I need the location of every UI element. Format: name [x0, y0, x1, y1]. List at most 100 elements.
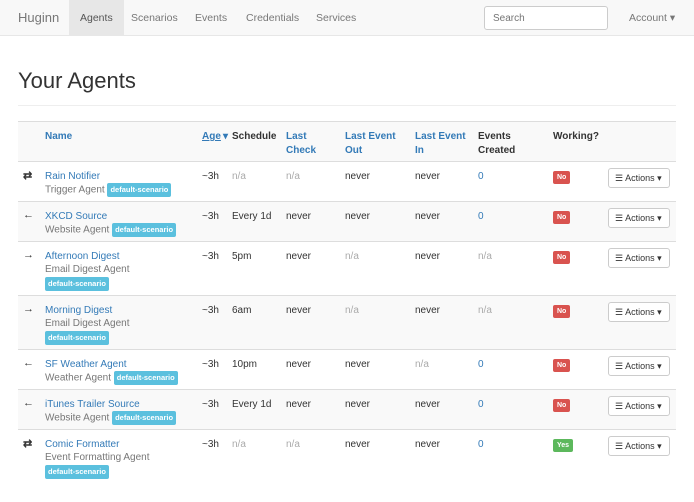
actions-label: Actions ▾ [625, 253, 662, 263]
actions-dropdown-button[interactable]: ☰ Actions ▾ [608, 396, 670, 416]
scenario-tag[interactable]: default-scenario [45, 465, 109, 479]
agent-name-link[interactable]: SF Weather Agent [45, 359, 127, 370]
actions-label: Actions ▾ [625, 213, 662, 223]
nav-services[interactable]: Services [316, 12, 357, 24]
list-icon: ☰ [615, 441, 626, 451]
actions-dropdown-button[interactable]: ☰ Actions ▾ [608, 436, 670, 456]
actions-label: Actions ▾ [625, 441, 662, 451]
arrow-right-icon: → [23, 303, 34, 315]
agent-last-event-out: never [345, 399, 371, 410]
navbar: Huginn Agents Scenarios Events Credentia… [0, 0, 694, 36]
agent-type: Email Digest Agent [45, 317, 130, 331]
agent-events-created[interactable]: 0 [478, 171, 484, 182]
table-row: → Morning Digest Email Digest Agent defa… [18, 295, 676, 349]
scenario-tag[interactable]: default-scenario [113, 371, 178, 385]
agent-type-label: Email Digest Agent [45, 318, 130, 329]
col-events-created: Events Created [478, 131, 516, 156]
agent-type: Website Agent default-scenario [45, 411, 177, 426]
working-badge: No [553, 251, 571, 264]
agent-type: Weather Agent default-scenario [45, 371, 178, 386]
nav-agents[interactable]: Agents [69, 0, 124, 36]
list-icon: ☰ [615, 173, 626, 183]
actions-dropdown-button[interactable]: ☰ Actions ▾ [608, 248, 670, 268]
col-working: Working? [553, 131, 599, 142]
agent-age: ~3h [202, 399, 219, 410]
agent-events-created[interactable]: 0 [478, 359, 484, 370]
col-age[interactable]: Age [202, 131, 221, 142]
working-badge: No [553, 211, 571, 224]
agent-last-check: never [286, 211, 312, 222]
agent-name-link[interactable]: Afternoon Digest [45, 251, 120, 262]
scenario-tag[interactable]: default-scenario [112, 411, 177, 425]
nav-credentials[interactable]: Credentials [246, 12, 300, 24]
exchange-icon: ⇄ [23, 170, 33, 182]
agent-last-event-out: n/a [345, 305, 359, 316]
agent-age: ~3h [202, 439, 219, 450]
agent-events-created[interactable]: 0 [478, 211, 484, 222]
agent-last-event-out: never [345, 359, 371, 370]
brand-logo[interactable]: Huginn [18, 10, 60, 25]
agent-age: ~3h [202, 211, 219, 222]
agent-schedule: Every 1d [232, 211, 272, 222]
arrow-left-icon: ← [23, 209, 34, 221]
agent-last-event-in: never [415, 439, 441, 450]
actions-dropdown-button[interactable]: ☰ Actions ▾ [608, 168, 670, 188]
col-last-check[interactable]: Last Check [286, 131, 317, 156]
search-input[interactable] [484, 6, 608, 30]
agent-last-event-in: never [415, 171, 441, 182]
list-icon: ☰ [615, 253, 626, 263]
agent-last-check: never [286, 399, 312, 410]
list-icon: ☰ [615, 213, 626, 223]
agent-last-check: n/a [286, 439, 300, 450]
agent-name-link[interactable]: Rain Notifier [45, 171, 101, 182]
agent-type: Trigger Agent default-scenario [45, 183, 172, 198]
actions-label: Actions ▾ [625, 401, 662, 411]
actions-dropdown-button[interactable]: ☰ Actions ▾ [608, 356, 670, 376]
col-last-event-out[interactable]: Last Event Out [345, 131, 396, 156]
agent-name-link[interactable]: Morning Digest [45, 305, 113, 316]
agent-schedule: n/a [232, 439, 246, 450]
col-name[interactable]: Name [45, 131, 73, 142]
table-row: ← iTunes Trailer Source Website Agent de… [18, 389, 676, 429]
table-row: ← XKCD Source Website Agent default-scen… [18, 201, 676, 241]
table-row: ⇄ Comic Formatter Event Formatting Agent… [18, 429, 676, 483]
arrow-left-icon: ← [23, 397, 34, 409]
agent-age: ~3h [202, 359, 219, 370]
working-badge: No [553, 171, 571, 184]
agent-name-link[interactable]: iTunes Trailer Source [45, 399, 140, 410]
nav-events[interactable]: Events [195, 12, 228, 24]
agent-last-event-in: never [415, 399, 441, 410]
table-row: ← SF Weather Agent Weather Agent default… [18, 349, 676, 389]
nav-scenarios[interactable]: Scenarios [131, 12, 178, 24]
agent-type-label: Website Agent [45, 224, 110, 236]
working-badge: Yes [553, 439, 574, 452]
agent-last-event-out: n/a [345, 251, 359, 262]
table-row: → Afternoon Digest Email Digest Agent de… [18, 241, 676, 295]
actions-dropdown-button[interactable]: ☰ Actions ▾ [608, 302, 670, 322]
agent-events-created[interactable]: 0 [478, 439, 484, 450]
agent-type-label: Trigger Agent [45, 184, 105, 196]
agent-last-check: never [286, 251, 312, 262]
agent-last-event-out: never [345, 171, 371, 182]
agent-events-created: n/a [478, 251, 492, 262]
exchange-icon: ⇄ [23, 438, 33, 450]
scenario-tag[interactable]: default-scenario [107, 183, 172, 197]
agent-type-label: Weather Agent [45, 372, 111, 384]
scenario-tag[interactable]: default-scenario [45, 277, 109, 291]
account-menu[interactable]: Account ▾ [629, 12, 676, 24]
scenario-tag[interactable]: default-scenario [45, 331, 109, 345]
agent-schedule: 6am [232, 305, 252, 316]
agent-last-event-in: n/a [415, 359, 429, 370]
scenario-tag[interactable]: default-scenario [112, 223, 177, 237]
agent-last-event-out: never [345, 439, 371, 450]
agent-last-check: never [286, 359, 312, 370]
col-last-event-in[interactable]: Last Event In [415, 131, 466, 156]
actions-dropdown-button[interactable]: ☰ Actions ▾ [608, 208, 670, 228]
agent-last-event-in: never [415, 305, 441, 316]
agent-age: ~3h [202, 171, 219, 182]
agent-events-created[interactable]: 0 [478, 399, 484, 410]
agent-name-link[interactable]: XKCD Source [45, 211, 108, 222]
agent-schedule: Every 1d [232, 399, 272, 410]
list-icon: ☰ [615, 361, 626, 371]
agent-name-link[interactable]: Comic Formatter [45, 439, 120, 450]
